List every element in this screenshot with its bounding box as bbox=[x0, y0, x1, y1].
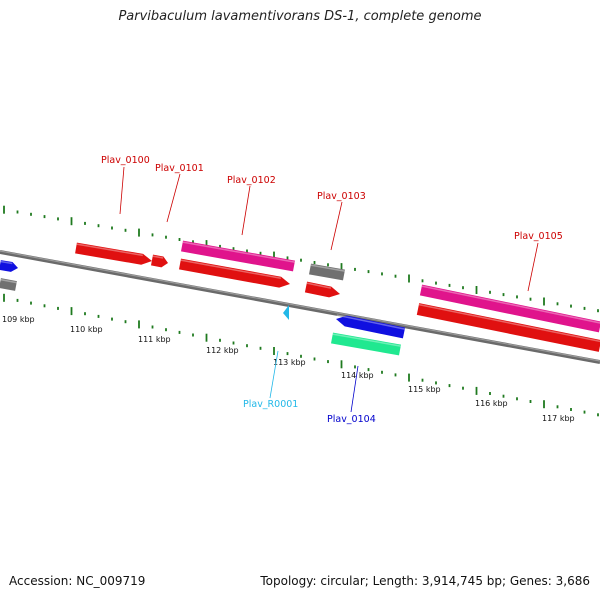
feature-plav-0101-highlight bbox=[152, 255, 164, 259]
kbp-label-111: 111 kbp bbox=[138, 335, 171, 344]
gene-label-plav-0102[interactable]: Plav_0102 bbox=[227, 175, 276, 186]
leader-plav-0104 bbox=[350, 365, 359, 413]
map-title: Parvibaculum lavamentivorans DS-1, compl… bbox=[118, 9, 482, 24]
leader-plav-0103 bbox=[330, 201, 343, 251]
feature-plav-r0001[interactable] bbox=[283, 305, 289, 320]
feature-teal[interactable] bbox=[331, 332, 401, 356]
gene-label-plav-0103[interactable]: Plav_0103 bbox=[317, 191, 366, 202]
feature-plav-0105-pink[interactable] bbox=[419, 284, 600, 333]
kbp-label-109: 109 kbp bbox=[2, 315, 35, 324]
feature-plav-0100[interactable] bbox=[75, 242, 152, 265]
feature-plav-0102[interactable] bbox=[179, 258, 290, 288]
feature-plav-0105-highlight bbox=[418, 303, 600, 343]
feature-plav-0102-pink[interactable] bbox=[181, 240, 295, 272]
feature-track[interactable] bbox=[0, 240, 600, 356]
kbp-label-115: 115 kbp bbox=[408, 385, 441, 394]
kbp-label-113: 113 kbp bbox=[273, 358, 306, 367]
feature-plav-0102-pink-highlight bbox=[182, 241, 295, 263]
feature-plav-0100-highlight bbox=[76, 243, 143, 257]
gene-label-plav-r0001[interactable]: Plav_R0001 bbox=[243, 399, 298, 410]
feature-plav-0103[interactable] bbox=[304, 281, 340, 298]
gene-label-plav-0100[interactable]: Plav_0100 bbox=[101, 155, 150, 166]
kbp-label-116: 116 kbp bbox=[475, 399, 508, 408]
genome-backbone-highlight bbox=[0, 250, 600, 362]
genome-backbone bbox=[0, 250, 600, 364]
leader-plav-0100 bbox=[119, 166, 125, 215]
upper-tick-row bbox=[3, 205, 599, 313]
feature-plav-0103-highlight bbox=[306, 282, 332, 289]
feature-blue-left-highlight bbox=[0, 260, 13, 265]
feature-plav-0105[interactable] bbox=[416, 303, 600, 352]
kbp-label-114: 114 kbp bbox=[341, 371, 374, 380]
leader-plav-0101 bbox=[166, 173, 181, 223]
feature-gray-left-highlight bbox=[0, 278, 17, 284]
gene-label-plav-0101[interactable]: Plav_0101 bbox=[155, 163, 204, 174]
feature-plav-0105-pink-highlight bbox=[421, 285, 600, 324]
feature-gray-left[interactable] bbox=[0, 278, 17, 291]
kbp-label-117: 117 kbp bbox=[542, 414, 575, 423]
gene-label-plav-0105[interactable]: Plav_0105 bbox=[514, 231, 563, 242]
gene-label-plav-0104[interactable]: Plav_0104 bbox=[327, 414, 376, 425]
leader-plav-r0001 bbox=[269, 350, 279, 399]
feature-blue-left[interactable] bbox=[0, 260, 18, 272]
lower-tick-row bbox=[3, 293, 599, 417]
leader-plav-0105 bbox=[527, 242, 539, 292]
kbp-label-110: 110 kbp bbox=[70, 325, 103, 334]
topology-summary-text: Topology: circular; Length: 3,914,745 bp… bbox=[260, 574, 590, 588]
feature-gray-mid[interactable] bbox=[309, 263, 345, 281]
leader-plav-0102 bbox=[241, 185, 251, 236]
feature-plav-0102-highlight bbox=[180, 259, 282, 280]
feature-plav-0104[interactable] bbox=[336, 315, 406, 339]
kbp-label-112: 112 kbp bbox=[206, 346, 239, 355]
feature-gray-mid-highlight bbox=[310, 264, 345, 272]
feature-teal-highlight bbox=[332, 333, 401, 347]
feature-plav-0104-highlight bbox=[336, 314, 405, 330]
feature-plav-0101[interactable] bbox=[151, 254, 168, 268]
accession-text: Accession: NC_009719 bbox=[9, 574, 146, 588]
